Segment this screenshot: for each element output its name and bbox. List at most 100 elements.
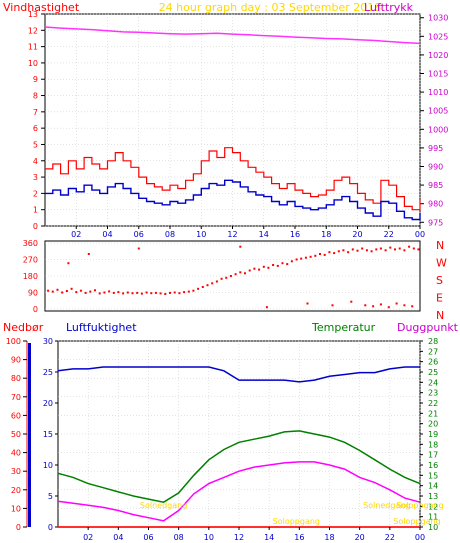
direction-point: [87, 253, 90, 255]
direction-tick-label: 90: [28, 289, 38, 298]
x-tick-label: 16: [290, 230, 300, 239]
x-tick-label: 06: [134, 230, 144, 239]
temp-tick-label: 26: [428, 358, 438, 367]
humidity-tick-label: 25: [43, 368, 53, 377]
direction-point: [265, 306, 268, 309]
direction-point: [94, 289, 96, 292]
direction-point: [234, 273, 237, 276]
rain-title: Nedbør: [3, 321, 44, 334]
direction-point: [295, 258, 298, 261]
direction-point: [323, 253, 326, 256]
sun-label: Soloppgang: [396, 501, 443, 510]
x-tick-label: 12: [234, 533, 244, 542]
direction-point: [403, 304, 406, 307]
wind-tick-label: 11: [28, 43, 38, 52]
direction-point: [398, 247, 401, 250]
direction-tick-label: 0: [33, 305, 38, 314]
direction-point: [126, 291, 129, 294]
temp-tick-label: 25: [428, 368, 438, 377]
direction-point: [173, 291, 176, 294]
direction-point: [187, 290, 190, 293]
direction-tick-label: 180: [23, 272, 38, 281]
rain-tick-label: 100: [6, 337, 21, 346]
direction-point: [112, 291, 115, 294]
direction-point: [248, 269, 251, 272]
direction-point: [98, 292, 101, 295]
x-tick-label: 12: [227, 230, 237, 239]
pressure-axis-ticks: 975 980 985 990 995 1000 1005 1010 1015 1020 1025 1…: [420, 14, 448, 227]
wind-speed-title: Vindhastighet: [3, 1, 80, 14]
direction-point: [84, 291, 87, 294]
direction-point: [300, 257, 303, 260]
direction-point: [47, 289, 50, 292]
rain-tick-label: 30: [11, 467, 21, 476]
direction-point: [286, 263, 289, 266]
x-tick-label: 22: [384, 230, 394, 239]
direction-point: [281, 262, 284, 265]
direction-point: [220, 277, 223, 280]
x-tick-label: 06: [143, 533, 153, 542]
humidity-line: [57, 366, 420, 383]
direction-point: [239, 271, 242, 274]
direction-point: [417, 248, 420, 251]
wind-pressure-series: [44, 26, 421, 221]
direction-point: [370, 250, 373, 253]
pressure-tick-label: 1025: [428, 32, 448, 41]
temp-tick-label: 14: [428, 482, 438, 491]
x-tick-label: 18: [321, 230, 331, 239]
direction-point: [211, 282, 214, 285]
temp-tick-label: 28: [428, 337, 438, 346]
temp-tick-label: 16: [428, 461, 438, 470]
direction-point: [89, 290, 92, 293]
direction-point: [178, 292, 181, 295]
wind-tick-label: 0: [33, 222, 38, 231]
sun-labels: Solnedgang SoloppgangSoloppgangSolnedgang…: [140, 501, 444, 526]
direction-point: [276, 264, 279, 267]
x-tick-label: 04: [113, 533, 123, 542]
wind-tick-label: 13: [28, 10, 38, 19]
direction-point: [350, 300, 353, 303]
sun-label: Soloppgang: [273, 517, 320, 526]
x-tick-label: 02: [83, 533, 93, 542]
direction-point: [159, 292, 162, 295]
direction-point: [267, 266, 270, 269]
direction-point: [331, 304, 334, 307]
direction-point: [140, 292, 143, 295]
temp-tick-label: 11: [428, 513, 438, 522]
direction-point: [164, 293, 167, 295]
pressure-title: Lufttrykk: [364, 1, 414, 14]
direction-point: [387, 306, 390, 309]
x-tick-label: 20: [355, 533, 365, 542]
direction-point: [306, 302, 309, 305]
x-tick-label: 14: [259, 230, 269, 239]
panel-temp-x-ticks: 02 04 06 08 10 12 14 16 18 20 22 00: [83, 527, 425, 542]
direction-point: [365, 249, 368, 252]
humidity-tick-label: 20: [43, 399, 53, 408]
pressure-tick-label: 990: [428, 162, 443, 171]
wind-tick-label: 5: [33, 140, 38, 149]
rain-axis-ticks: 0 10 20 30 40 50 60 70 80 90 100: [6, 337, 27, 532]
rain-tick-label: 0: [16, 523, 21, 532]
direction-point: [244, 272, 246, 275]
direction-point: [122, 292, 125, 295]
pressure-tick-label: 1030: [428, 14, 448, 23]
direction-point: [154, 291, 157, 294]
direction-point: [412, 247, 415, 250]
x-tick-label: 16: [294, 533, 304, 542]
wind-tick-label: 8: [33, 92, 38, 101]
rain-tick-label: 10: [11, 504, 21, 513]
direction-point: [61, 291, 64, 294]
temp-tick-label: 10: [428, 523, 438, 532]
x-tick-label: 10: [204, 533, 214, 542]
temp-tick-label: 17: [428, 451, 438, 460]
direction-point: [108, 290, 111, 293]
pressure-tick-label: 985: [428, 181, 443, 190]
x-tick-label: 00: [415, 533, 425, 542]
direction-point: [389, 246, 392, 249]
direction-point: [253, 267, 256, 270]
direction-tick-label: 270: [23, 256, 38, 265]
direction-point: [342, 249, 345, 252]
temp-tick-label: 23: [428, 389, 438, 398]
